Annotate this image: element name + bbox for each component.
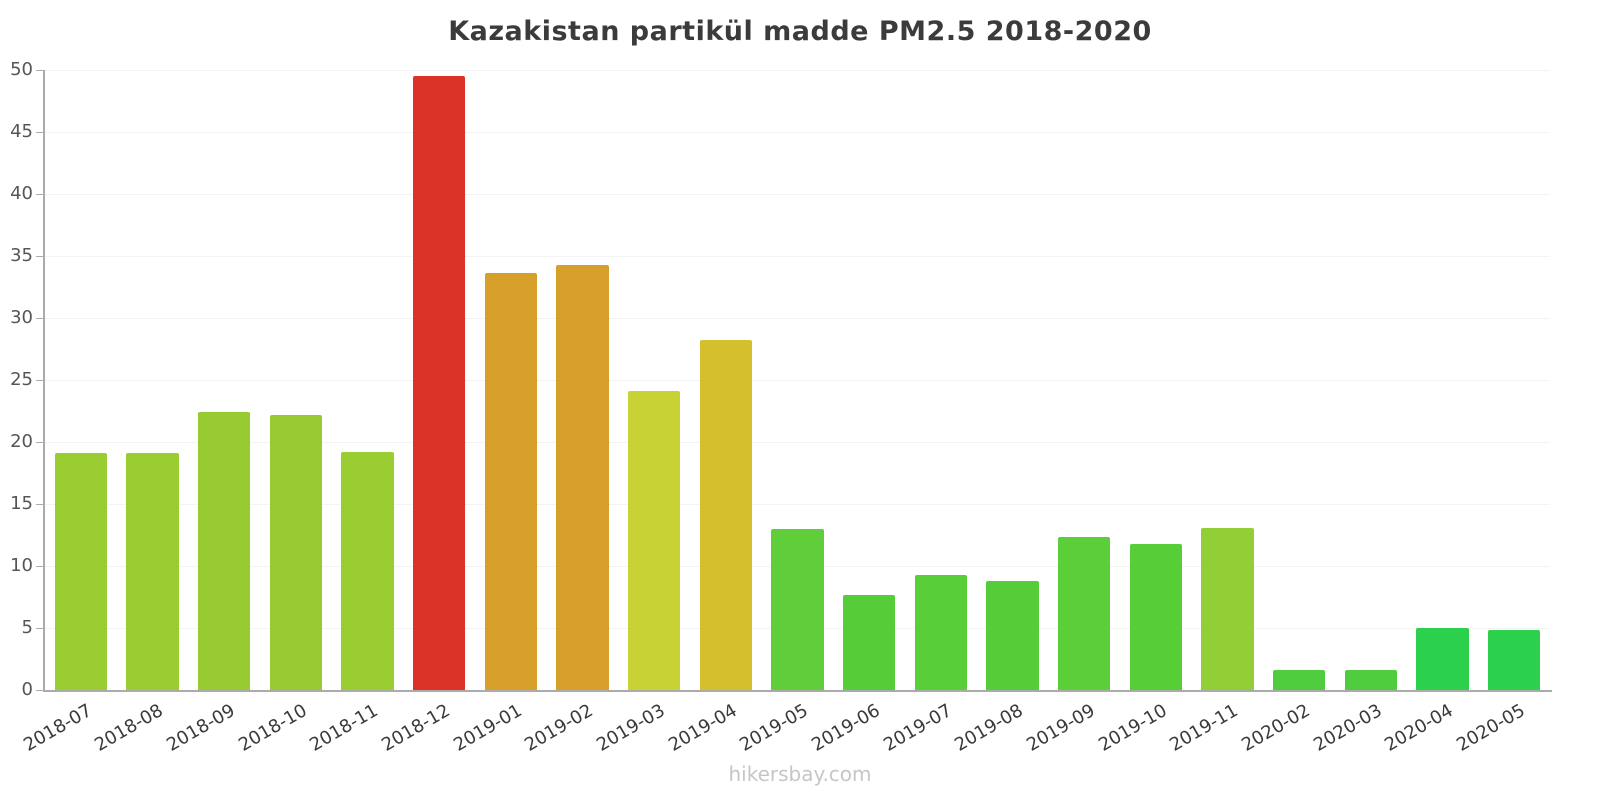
bar-2019-06 (843, 594, 896, 690)
bar-2019-11 (1201, 527, 1254, 690)
bar-2018-08 (126, 453, 179, 690)
y-tick-mark (36, 131, 45, 133)
bar-2018-07 (54, 453, 107, 690)
x-tick-label: 2018-10 (234, 700, 311, 756)
x-tick-label: 2018-09 (163, 700, 239, 756)
x-tick-label: 2019-02 (521, 700, 597, 756)
y-tick-mark (36, 441, 45, 443)
x-tick-label: 2019-08 (951, 700, 1027, 756)
gridline (45, 379, 1550, 381)
y-tick-label: 30 (10, 307, 33, 328)
y-tick-mark (36, 193, 45, 195)
y-tick-mark (36, 627, 45, 629)
x-tick-label: 2019-11 (1166, 700, 1242, 756)
x-tick-label: 2018-11 (306, 700, 382, 756)
bar-2019-05 (771, 528, 824, 690)
y-tick-label: 25 (10, 369, 33, 390)
x-tick-label: 2018-08 (91, 700, 167, 756)
bar-2018-10 (269, 414, 322, 690)
y-tick-label: 40 (10, 183, 33, 204)
y-tick-label: 5 (21, 617, 33, 638)
y-tick-mark (36, 503, 45, 505)
y-tick-label: 45 (10, 121, 33, 142)
source-watermark: hikersbay.com (728, 762, 872, 786)
gridline (45, 503, 1550, 505)
plot-area: 0 5 10 15 20 25 30 35 40 45 50 2018-07 2018-08 2018-0… (10, 59, 1552, 756)
x-tick-label: 2020-04 (1381, 700, 1457, 756)
bar-2020-03 (1344, 670, 1397, 690)
x-tick-label: 2018-12 (378, 700, 454, 756)
bar-2019-04 (699, 340, 752, 690)
x-tick-label: 2019-05 (736, 700, 812, 756)
x-tick-label: 2019-06 (808, 700, 884, 756)
bar-2019-10 (1129, 543, 1182, 690)
gridline (45, 131, 1550, 133)
bar-2018-09 (198, 412, 251, 690)
y-tick-label: 20 (10, 431, 33, 452)
bar-2019-08 (986, 580, 1039, 690)
bar-2019-03 (628, 391, 681, 690)
x-tick-label: 2019-09 (1023, 700, 1099, 756)
gridline (45, 69, 1550, 71)
y-tick-mark (36, 255, 45, 257)
y-tick-mark (36, 69, 45, 71)
y-tick-label: 50 (10, 59, 33, 80)
bar-2019-07 (914, 574, 967, 690)
bar-2018-11 (341, 451, 394, 690)
x-tick-label: 2020-02 (1238, 700, 1314, 756)
y-tick-label: 10 (10, 555, 33, 576)
y-tick-mark (36, 689, 45, 691)
x-tick-label: 2019-04 (664, 700, 741, 756)
chart-title: Kazakistan partikül madde PM2.5 2018-202… (448, 16, 1152, 47)
gridline (45, 441, 1550, 443)
gridline (45, 317, 1550, 319)
bar-2018-12 (413, 76, 466, 690)
y-tick-mark (36, 379, 45, 381)
bar-2019-02 (556, 264, 609, 690)
bar-2020-04 (1416, 628, 1469, 690)
bar-2019-01 (484, 273, 537, 690)
x-tick-label: 2019-10 (1094, 700, 1171, 756)
x-tick-label: 2020-03 (1309, 700, 1386, 756)
x-tick-label: 2018-07 (19, 700, 96, 756)
x-tick-label: 2019-03 (593, 700, 669, 756)
gridline (45, 255, 1550, 257)
x-tick-label: 2019-01 (449, 700, 526, 756)
bar-2020-02 (1273, 670, 1326, 690)
gridline (45, 193, 1550, 195)
bar-2020-05 (1488, 630, 1541, 690)
y-tick-mark (36, 317, 45, 319)
y-tick-mark (36, 565, 45, 567)
y-tick-label: 0 (21, 679, 33, 700)
y-tick-label: 15 (10, 493, 33, 514)
x-tick-label: 2020-05 (1453, 700, 1529, 756)
y-tick-label: 35 (10, 245, 33, 266)
bar-2019-09 (1058, 537, 1111, 690)
x-axis-line (43, 690, 1552, 692)
x-tick-label: 2019-07 (879, 700, 956, 756)
